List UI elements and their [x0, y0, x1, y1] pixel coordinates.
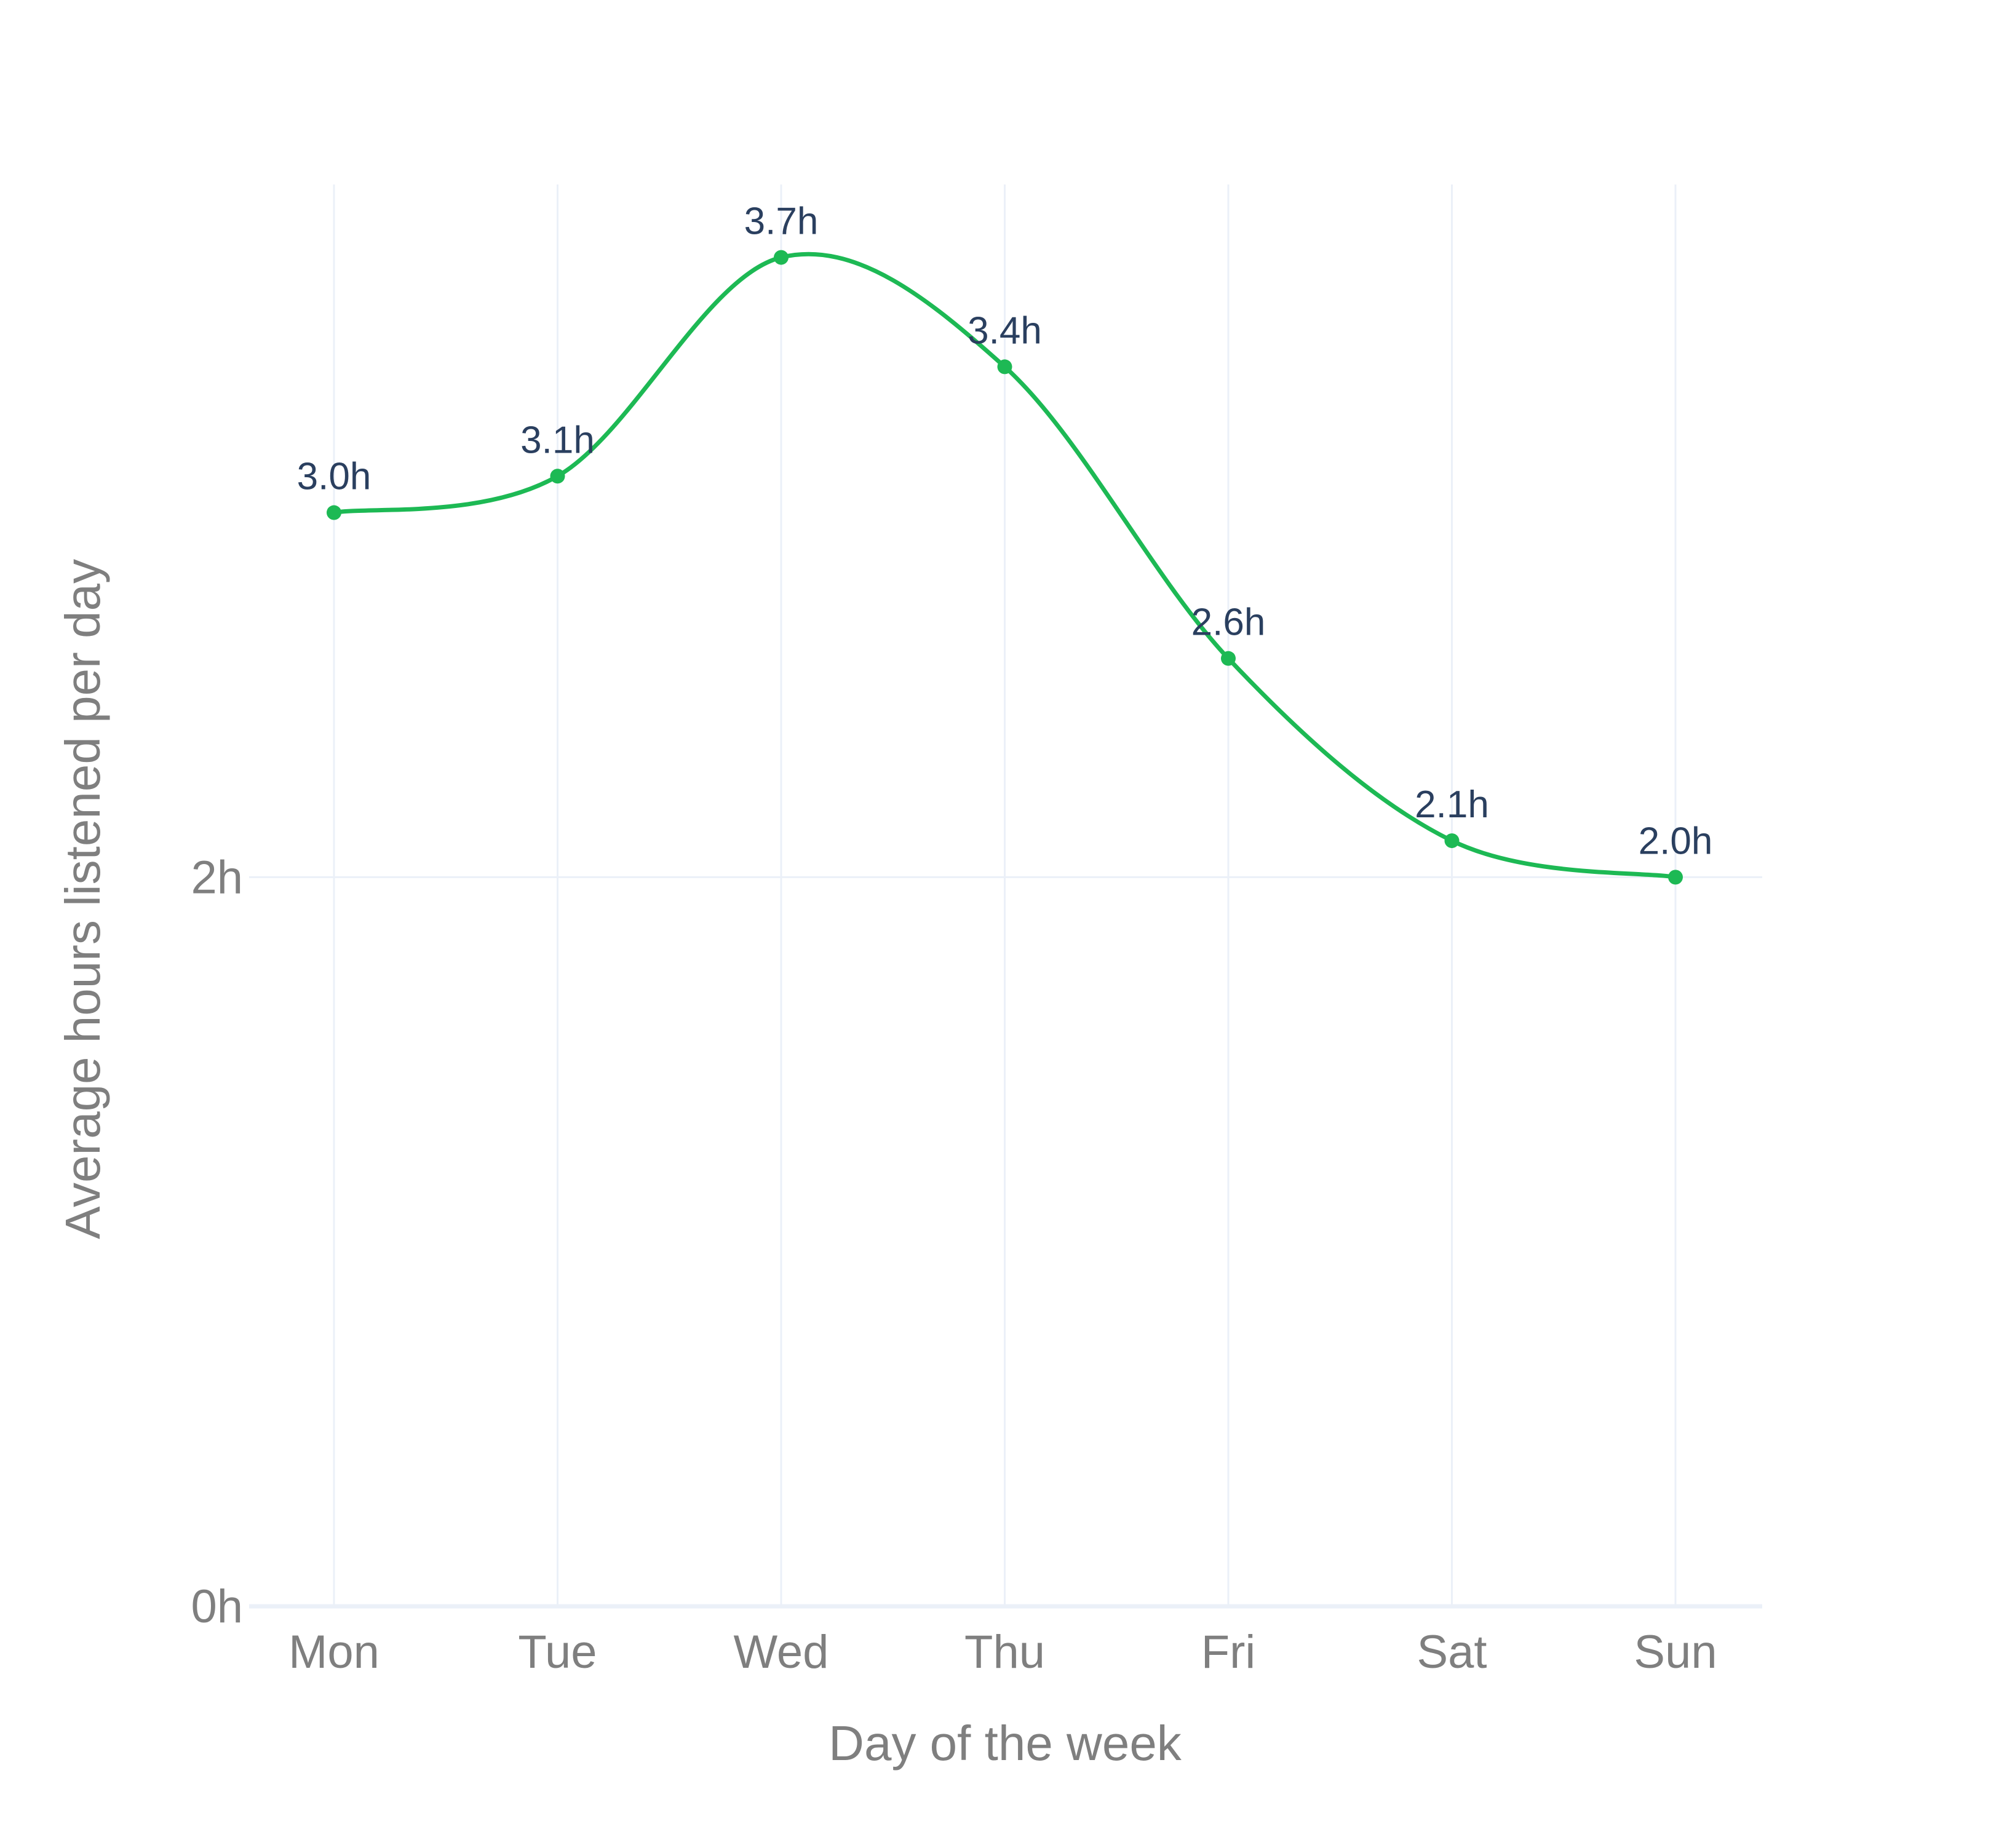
x-tick-label: Thu: [964, 1626, 1045, 1678]
data-point: [550, 469, 565, 484]
data-label: 3.0h: [297, 456, 372, 498]
data-point: [1444, 833, 1460, 849]
data-point: [774, 250, 789, 265]
data-point: [327, 505, 341, 520]
y-tick-label: 2h: [191, 851, 243, 903]
data-label: 3.1h: [520, 419, 595, 461]
axis-layer: 0h 2h Mon Tue Wed Thu Fri Sat Sun: [191, 851, 1717, 1678]
x-tick-label: Tue: [518, 1626, 597, 1678]
x-tick-label: Wed: [734, 1626, 829, 1678]
data-point: [997, 359, 1012, 375]
x-axis-title: Day of the week: [829, 1716, 1182, 1771]
x-tick-label: Sun: [1634, 1626, 1717, 1678]
data-point: [1221, 651, 1236, 666]
data-label: 2.6h: [1191, 601, 1266, 644]
label-layer: 3.0h 3.1h 3.7h 3.4h 2.6h 2.1h 2.0h: [297, 200, 1713, 863]
data-label: 3.7h: [744, 200, 819, 243]
data-label: 3.4h: [968, 309, 1042, 352]
x-tick-label: Fri: [1201, 1626, 1256, 1678]
data-label: 2.0h: [1639, 820, 1713, 862]
y-tick-label: 0h: [191, 1580, 243, 1633]
x-tick-label: Sat: [1417, 1626, 1487, 1678]
data-point: [1668, 870, 1683, 885]
data-label: 2.1h: [1415, 783, 1489, 826]
series-layer: [327, 250, 1683, 885]
x-tick-label: Mon: [288, 1626, 380, 1678]
grid-layer: [249, 184, 1762, 1609]
y-axis-title: Average hours listened per day: [55, 559, 110, 1239]
